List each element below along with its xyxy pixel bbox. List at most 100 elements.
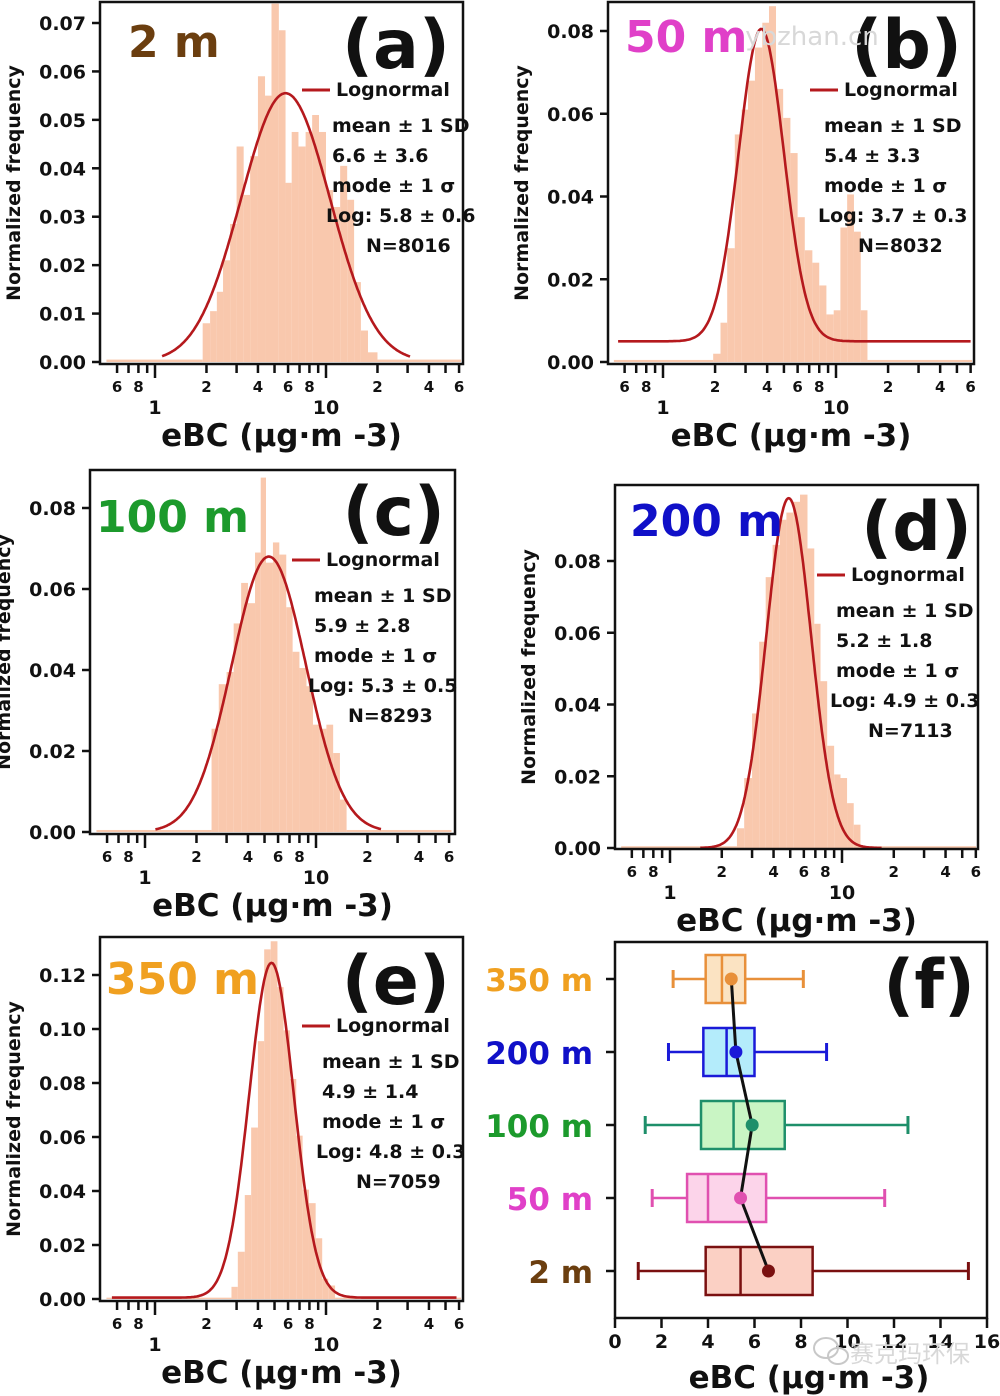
x-minor-tick-label: 2 <box>372 1315 382 1333</box>
histogram-bar <box>319 728 327 832</box>
category-label: 200 m <box>485 1036 593 1072</box>
x-minor-tick-label: 8 <box>820 863 830 881</box>
histogram-bar <box>772 544 780 848</box>
watermark-text: 赛克玛环保 <box>850 1340 970 1368</box>
histogram-bar <box>292 651 300 832</box>
x-major-tick-label: 10 <box>823 397 849 419</box>
y-tick-label: 0.00 <box>39 352 86 374</box>
legend-label: Lognormal <box>851 564 965 586</box>
stat-mean-value: 4.9 ± 1.4 <box>322 1081 418 1103</box>
y-axis-title: Normalized frequency <box>518 548 540 784</box>
x-major-tick-label: 10 <box>303 867 329 889</box>
histogram-bar <box>257 1041 265 1299</box>
height-label: 100 m <box>96 492 249 543</box>
height-label: 200 m <box>630 496 783 547</box>
y-tick-label: 0.04 <box>547 187 594 209</box>
x-major-tick-label: 1 <box>656 397 669 419</box>
mean-marker <box>729 1045 743 1059</box>
x-minor-tick-label: 6 <box>283 378 293 396</box>
histogram-bar <box>347 199 355 362</box>
y-axis: 0.00 0.02 0.04 0.06 0.08 Normalized frequency <box>0 498 90 844</box>
x-tick-label: 0 <box>608 1331 621 1353</box>
legend: Lognormal mean ± 1 SD 5.4 ± 3.3 mode ± 1 σ L… <box>810 79 967 257</box>
x-axis-title: eBC (μg·m -3) <box>152 888 393 924</box>
x-minor-tick-label: 4 <box>935 378 945 396</box>
plot-frame <box>98 935 465 1303</box>
x-minor-tick-label: 6 <box>965 378 975 396</box>
histogram-bar <box>218 684 227 832</box>
histogram-bar <box>793 501 801 848</box>
histogram-bar <box>840 227 848 362</box>
histogram-bar <box>776 88 784 363</box>
y-axis-title: Normalized frequency <box>511 64 533 300</box>
y-tick-label: 0.06 <box>39 1127 86 1149</box>
histogram-bar <box>860 310 868 362</box>
x-minor-tick-label: 8 <box>294 848 304 866</box>
stat-mean-label: mean ± 1 SD <box>322 1051 459 1073</box>
histogram <box>621 494 976 848</box>
stat-mean-value: 5.4 ± 3.3 <box>824 145 920 167</box>
histogram-bar <box>257 76 266 363</box>
x-tick-label: 4 <box>701 1331 714 1353</box>
histogram-bar <box>315 1238 323 1299</box>
histogram-bar <box>223 260 231 362</box>
legend-label: Lognormal <box>326 549 440 571</box>
x-major-tick-label: 10 <box>313 397 339 419</box>
x-major-tick-label: 1 <box>148 1334 161 1356</box>
x-minor-tick-label: 4 <box>768 863 778 881</box>
x-minor-tick-label: 6 <box>799 863 809 881</box>
histogram-bar <box>377 359 461 362</box>
x-tick-label: 2 <box>655 1331 668 1353</box>
stat-mode-label: mode ± 1 σ <box>332 175 455 197</box>
panel-letter: (e) <box>342 942 450 1021</box>
x-minor-tick-label: 2 <box>362 848 372 866</box>
plot-frame <box>606 0 976 366</box>
plot-frame <box>88 468 457 836</box>
histogram-bar <box>786 512 794 848</box>
x-minor-tick-label: 8 <box>133 1315 143 1333</box>
x-minor-tick-label: 6 <box>454 378 464 396</box>
histogram-bar <box>333 207 341 362</box>
y-tick-label: 0.08 <box>29 498 76 520</box>
legend: Lognormal mean ± 1 SD 5.2 ± 1.8 mode ± 1 σ L… <box>817 564 979 742</box>
x-minor-tick-label: 8 <box>123 848 133 866</box>
histogram-bar <box>827 745 835 848</box>
histogram-bar <box>289 1078 297 1299</box>
histogram-bar <box>260 477 266 832</box>
y-tick-label: 0.02 <box>29 741 76 763</box>
histogram-bar <box>867 359 972 362</box>
histogram-bar <box>241 582 248 832</box>
stat-log-value: Log: 4.9 ± 0.3 <box>830 690 979 712</box>
histogram-bar <box>833 310 841 362</box>
height-label: 2 m <box>128 17 220 68</box>
stat-log-value: Log: 3.7 ± 0.3 <box>818 205 967 227</box>
histogram-bar <box>853 231 861 362</box>
x-minor-tick-label: 4 <box>424 378 434 396</box>
histogram-bar <box>790 153 798 362</box>
y-tick-label: 0.02 <box>547 269 594 291</box>
histogram-bar <box>812 262 820 362</box>
histogram-bar <box>237 1251 245 1299</box>
y-tick-label: 0.05 <box>39 110 86 132</box>
iqr-box <box>704 1245 814 1297</box>
histogram-bar <box>244 1195 252 1299</box>
x-tick-label: 12 <box>881 1331 907 1353</box>
box-350m <box>671 953 805 1005</box>
stat-mean-label: mean ± 1 SD <box>824 115 961 137</box>
panel-letter: (d) <box>861 488 972 567</box>
histogram-bar <box>762 22 770 362</box>
x-axis-title: eBC (μg·m -3) <box>689 1360 930 1396</box>
y-axis: 0.00 0.02 0.04 0.06 0.08 Normalized frequency <box>518 548 615 860</box>
stat-n: N=7113 <box>868 720 953 742</box>
y-tick-label: 0.10 <box>39 1019 86 1041</box>
histogram-bar <box>265 95 272 363</box>
histogram-bar <box>265 562 273 832</box>
iqr-box <box>685 1172 768 1224</box>
x-major-tick-label: 1 <box>663 882 676 904</box>
x-minor-tick-label: 2 <box>883 378 893 396</box>
x-minor-tick-label: 2 <box>201 378 211 396</box>
histogram-bar <box>759 641 766 848</box>
histogram-bar <box>312 724 320 832</box>
panel-e: 0.00 0.02 0.04 0.06 0.08 0.10 0.12 Normalized f… <box>3 935 465 1391</box>
